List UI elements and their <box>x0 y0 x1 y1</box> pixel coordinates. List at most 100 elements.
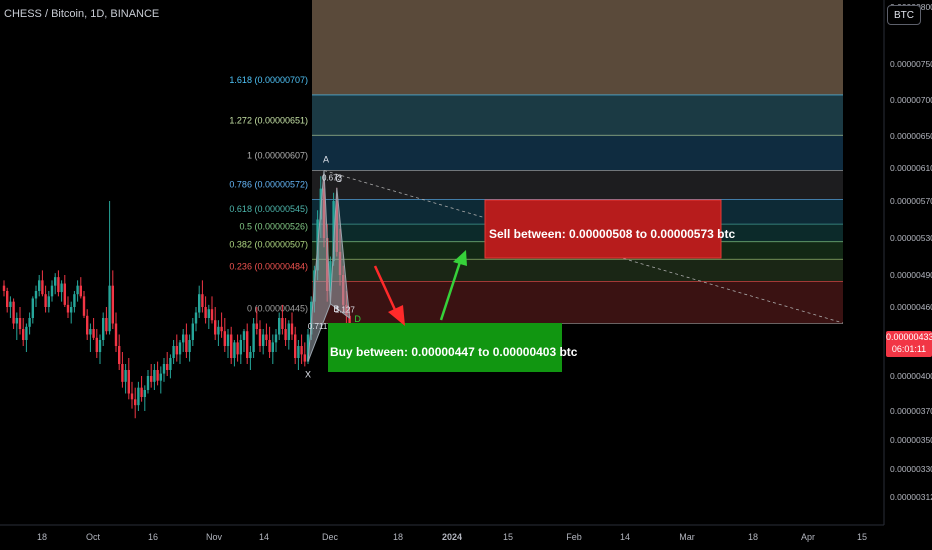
time-axis[interactable]: 18 Oct 16 Nov 14 Dec 18 2024 15 Feb 14 Mar 18 Apr 15 <box>0 524 884 542</box>
candle-body <box>268 340 271 352</box>
candle-body <box>297 346 300 358</box>
candle-body <box>12 301 15 324</box>
candle-body <box>102 318 105 340</box>
candle-body <box>54 277 57 286</box>
fib-zone-top <box>312 0 843 95</box>
pattern-ratio-label: 0.673 <box>322 173 343 182</box>
up-arrow-shaft <box>439 261 462 321</box>
fib-level-label: 0.382 (0.00000507) <box>229 239 308 249</box>
candle-body <box>105 318 108 332</box>
price-tick-label: 0.00000460 <box>890 302 932 312</box>
fib-zone <box>312 94 843 136</box>
time-tick-label: 2024 <box>442 532 462 542</box>
candle-body <box>31 298 34 318</box>
buy-text: Buy between: 0.00000447 to 0.00000403 bt… <box>330 345 578 359</box>
candle-body <box>143 390 146 397</box>
candle-body <box>194 312 198 324</box>
pattern-point-label: D <box>354 314 361 324</box>
fib-zone <box>312 259 843 282</box>
candle-body <box>348 315 351 329</box>
candle-body <box>60 283 63 293</box>
countdown-label: 06:01:11 <box>891 344 927 354</box>
pattern-ratio-label: 1.127 <box>335 306 356 315</box>
candle-body <box>150 376 153 382</box>
candle-body <box>34 291 38 299</box>
candle-body <box>188 340 191 352</box>
candle-body <box>9 301 12 307</box>
candle-body <box>220 326 223 332</box>
candle-body <box>166 364 169 370</box>
candle-body <box>172 346 175 358</box>
fib-level-label: 0.786 (0.00000572) <box>229 179 308 189</box>
candle-body <box>130 393 134 400</box>
price-tick-label: 0.00000330 <box>890 464 932 474</box>
candle-body <box>223 331 226 346</box>
fibonacci-retracement[interactable]: 1.618 (0.00000707) 1.272 (0.00000651) 1 (0… <box>229 0 843 324</box>
candle-body <box>290 323 294 335</box>
pattern-point-label: A <box>323 154 329 164</box>
currency-button[interactable]: BTC <box>887 5 921 25</box>
price-tick-label: 0.00000700 <box>890 95 932 105</box>
candle-body <box>22 329 25 340</box>
price-tick-label: 0.00000400 <box>890 371 932 381</box>
candle-body <box>121 364 124 382</box>
time-tick-label: Mar <box>679 532 695 542</box>
buy-box <box>328 323 562 372</box>
candle-body <box>265 334 268 340</box>
candle-body <box>274 334 278 343</box>
candle-body <box>281 318 284 329</box>
time-tick-label: Nov <box>206 532 223 542</box>
candle-body <box>201 294 204 307</box>
candle-body <box>79 285 82 297</box>
candle-body <box>226 334 230 346</box>
price-tick-label: 0.00000370 <box>890 406 932 416</box>
candle-body <box>153 370 156 382</box>
time-tick-label: 15 <box>857 532 867 542</box>
candle-body <box>249 352 252 358</box>
candle-body <box>287 323 290 340</box>
candle-body <box>111 285 114 324</box>
fib-level-label: 1.618 (0.00000707) <box>229 75 308 85</box>
fib-zone <box>312 135 843 171</box>
down-arrow-shaft <box>373 265 398 313</box>
price-tick-label: 0.00000530 <box>890 233 932 243</box>
candle-body <box>86 315 89 335</box>
price-tick-label: 0.00000610 <box>890 163 932 173</box>
up-arrow-head <box>453 250 467 266</box>
candle-body <box>127 370 130 394</box>
candle-body <box>230 334 233 358</box>
candle-body <box>262 334 265 346</box>
time-tick-label: 18 <box>37 532 47 542</box>
pattern-point-label: B <box>333 304 339 314</box>
candle-body <box>217 326 220 335</box>
candle-body <box>50 285 54 297</box>
fib-zone <box>312 170 843 200</box>
candle-body <box>300 346 303 355</box>
down-arrow-head <box>388 305 405 326</box>
fib-level-label: 1 (0.00000607) <box>247 150 308 160</box>
time-tick-label: 14 <box>620 532 630 542</box>
candle-body <box>294 334 297 358</box>
candle-body <box>239 340 242 355</box>
candle-body <box>255 323 258 329</box>
candle-body <box>38 280 41 291</box>
fib-level-label: 1.272 (0.00000651) <box>229 115 308 125</box>
time-tick-label: Oct <box>86 532 101 542</box>
candle-body <box>108 285 111 332</box>
fib-level-label: 0.618 (0.00000545) <box>229 204 308 214</box>
candle-body <box>124 370 127 382</box>
candle-body <box>332 201 335 262</box>
candle-body <box>233 342 236 358</box>
candle-body <box>169 358 172 370</box>
candle-body <box>178 342 182 355</box>
candle-body <box>25 326 28 340</box>
symbol-title[interactable]: CHESS / Bitcoin, 1D, BINANCE <box>4 8 160 20</box>
candle-body <box>66 304 70 313</box>
candle-body <box>47 296 50 307</box>
candle-body <box>284 329 287 340</box>
candle-body <box>63 283 66 305</box>
current-price-tag: 0.00000433 06:01:11 <box>886 331 932 357</box>
candle-body <box>246 331 249 358</box>
